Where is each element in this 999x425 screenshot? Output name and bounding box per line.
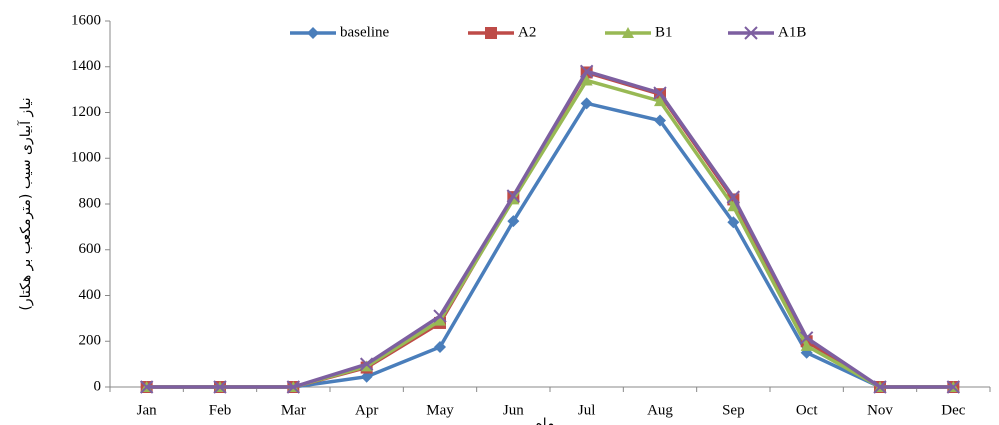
legend-marker [622, 27, 634, 38]
y-tick-label: 1200 [71, 104, 101, 120]
series-line [146, 69, 954, 389]
x-tick-label: May [426, 402, 454, 418]
x-axis-label: ماه [535, 416, 554, 425]
legend-marker [307, 27, 319, 39]
x-tick-label: Apr [355, 402, 378, 418]
data-point [213, 380, 227, 394]
y-tick-label: 600 [79, 241, 102, 257]
data-point [434, 314, 446, 326]
y-axis-label: نیاز آبیاری سیب (مترمکعب بر هکتار) [17, 97, 34, 310]
data-point [360, 370, 373, 383]
legend-marker [485, 27, 497, 39]
legend-label: A2 [518, 24, 536, 40]
series-line [146, 70, 954, 389]
x-tick-label: Feb [209, 402, 232, 418]
data-point [434, 340, 446, 353]
x-tick-label: Sep [722, 402, 745, 418]
y-tick-label: 0 [94, 378, 102, 394]
series-line [146, 101, 954, 389]
data-point [873, 380, 887, 394]
x-tick-label: Jun [503, 402, 524, 418]
legend-label: B1 [655, 24, 673, 40]
data-point [800, 339, 813, 351]
x-tick-label: Jan [137, 402, 157, 418]
data-point [139, 380, 154, 394]
x-tick-label: Oct [796, 402, 818, 418]
data-point [726, 190, 741, 204]
data-point [359, 357, 374, 371]
data-point [654, 114, 666, 127]
data-point [580, 97, 593, 110]
data-point [580, 74, 593, 86]
y-tick-label: 400 [79, 287, 102, 303]
data-point [507, 215, 520, 228]
data-point [286, 380, 301, 394]
series-line [146, 78, 954, 389]
x-tick-label: Jul [578, 402, 596, 418]
data-point [946, 380, 961, 394]
y-tick-label: 1600 [71, 12, 101, 28]
data-point [433, 309, 447, 323]
data-point [654, 95, 666, 107]
data-point [579, 64, 594, 79]
legend-label: baseline [340, 24, 389, 40]
y-tick-label: 200 [79, 333, 102, 349]
x-tick-label: Mar [281, 402, 306, 418]
x-tick-label: Aug [647, 402, 673, 418]
data-point [506, 189, 521, 203]
legend-marker [744, 26, 758, 40]
data-point [727, 200, 740, 212]
data-point [799, 331, 814, 345]
y-tick-label: 1000 [71, 150, 101, 166]
y-tick-label: 1400 [71, 58, 101, 74]
data-point [653, 86, 667, 100]
x-tick-label: Dec [941, 402, 965, 418]
legend-label: A1B [778, 24, 806, 40]
y-tick-label: 800 [79, 195, 102, 211]
x-tick-label: Nov [867, 402, 893, 418]
data-point [727, 216, 740, 229]
